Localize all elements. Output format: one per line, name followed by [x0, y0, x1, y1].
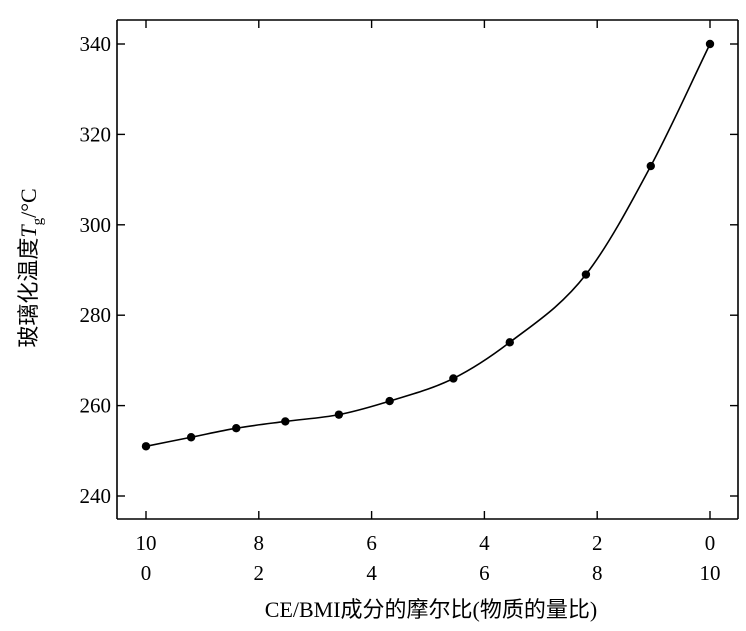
fit-curve	[145, 43, 711, 448]
y-ticks: 240 260 280 300 320 340	[80, 32, 738, 508]
y-axis-title-unit: /°C	[16, 188, 41, 218]
y-tick-label-320: 320	[80, 122, 112, 146]
y-tick-label-300: 300	[80, 213, 112, 237]
x-tick-label-top-5: 0	[705, 531, 716, 555]
x-ticks: 10 0 8 2 6 4 4 6 2 8 0 10	[136, 20, 721, 585]
x-tick-label-top-2: 6	[366, 531, 377, 555]
data-point-9	[646, 161, 655, 171]
data-point-10	[705, 39, 715, 49]
x-tick-label-top-4: 2	[592, 531, 603, 555]
x-tick-label-top-1: 8	[254, 531, 265, 555]
data-point-6	[449, 374, 458, 383]
x-tick-label-bottom-3: 6	[479, 561, 490, 585]
x-tick-label-bottom-4: 8	[592, 561, 603, 585]
data-point-7	[505, 338, 514, 347]
data-point-4	[334, 410, 344, 419]
y-tick-label-240: 240	[80, 484, 112, 508]
x-tick-label-bottom-2: 4	[366, 561, 377, 585]
data-point-8	[581, 270, 591, 279]
data-point-1	[186, 433, 196, 442]
data-point-2	[232, 424, 241, 433]
x-tick-label-bottom-0: 0	[141, 561, 152, 585]
y-tick-label-340: 340	[80, 32, 112, 56]
data-point-5	[385, 396, 394, 406]
y-axis-title-symbol: T	[16, 224, 41, 238]
x-tick-label-bottom-5: 10	[700, 561, 721, 585]
plot-frame	[116, 19, 739, 520]
y-axis-title-main: 玻璃化温度	[16, 238, 41, 348]
y-tick-label-260: 260	[80, 394, 112, 418]
y-axis-title-subscript: g	[30, 217, 46, 225]
y-axis-title: 玻璃化温度Tg/°C	[16, 188, 46, 347]
data-points	[141, 39, 715, 451]
x-tick-label-top-0: 10	[136, 531, 157, 555]
data-point-0	[141, 442, 151, 451]
x-tick-label-top-3: 4	[479, 531, 490, 555]
x-tick-label-bottom-1: 2	[254, 561, 265, 585]
data-point-3	[281, 417, 290, 426]
y-tick-label-280: 280	[80, 303, 112, 327]
x-axis-title: CE/BMI成分的摩尔比(物质的量比)	[265, 597, 597, 622]
